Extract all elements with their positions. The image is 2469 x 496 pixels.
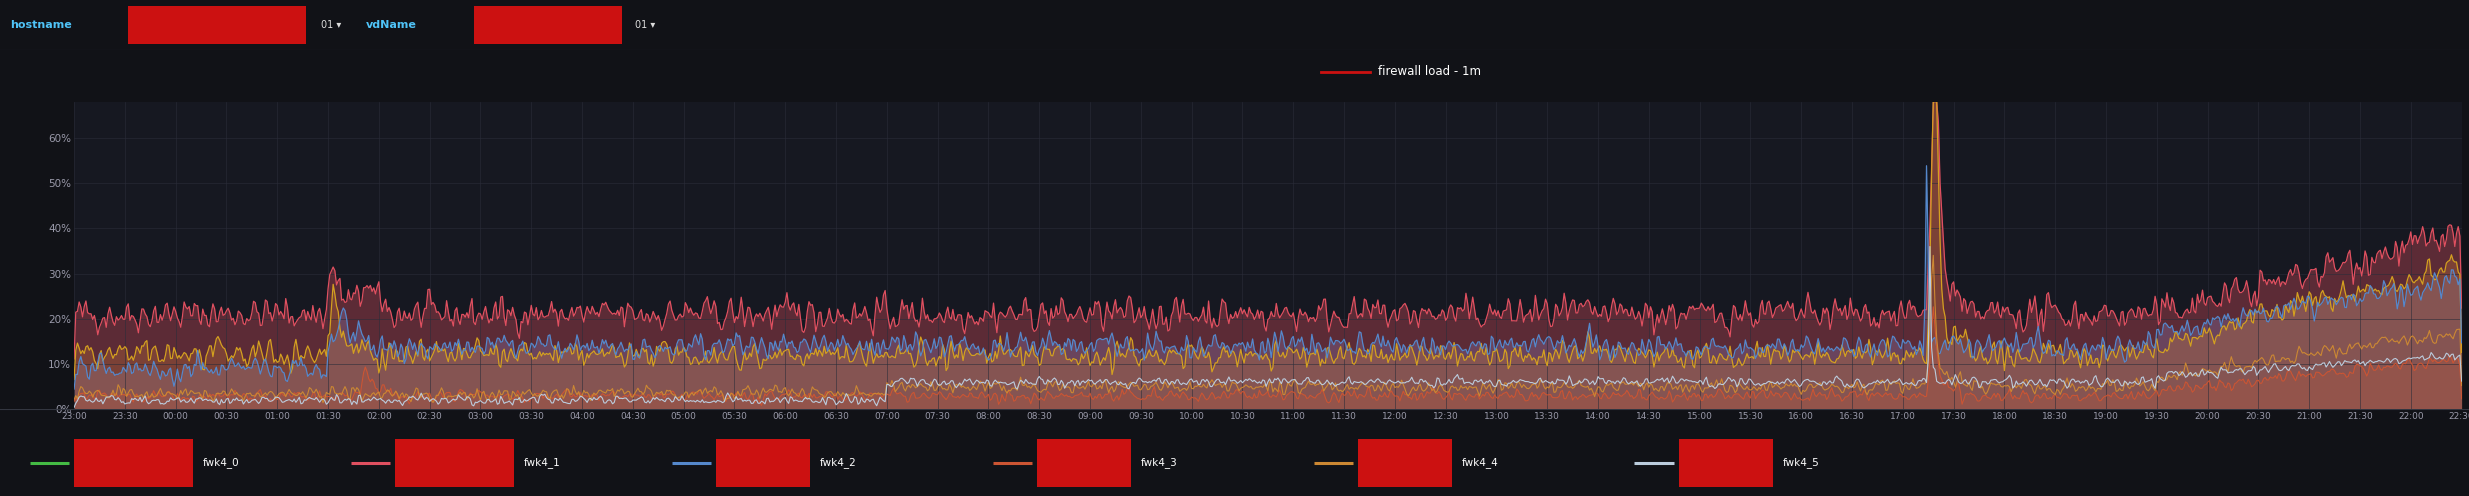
fwk4_1: [59, 376, 89, 382]
fwk4_4: [659, 392, 689, 398]
Line: fwk4_4: fwk4_4: [74, 255, 2462, 403]
fwk4_1: [1918, 99, 1948, 105]
fwk4_2: [259, 363, 289, 369]
Text: fwk4_1: fwk4_1: [523, 458, 560, 468]
fwk4_5: [168, 397, 198, 403]
fwk4_1: [425, 348, 454, 354]
fwk4_3: [59, 398, 89, 404]
fwk4_3: [659, 389, 689, 395]
fwk4_0: [659, 312, 689, 318]
fwk4_2: [1911, 163, 1941, 169]
fwk4_1: [1684, 355, 1713, 361]
Line: fwk4_0: fwk4_0: [74, 102, 2462, 359]
fwk4_2: [1684, 349, 1713, 355]
fwk4_2: [168, 370, 198, 375]
Text: vdName: vdName: [365, 20, 417, 30]
fwk4_4: [1918, 252, 1948, 258]
Line: fwk4_1: fwk4_1: [74, 102, 2462, 379]
Text: fwk4_5: fwk4_5: [1783, 458, 1820, 468]
fwk4_3: [259, 397, 289, 403]
fwk4_4: [1686, 387, 1716, 393]
fwk4_4: [2447, 382, 2469, 388]
fwk4_2: [59, 386, 89, 392]
Text: fwk4_3: fwk4_3: [1141, 458, 1178, 468]
fwk4_0: [259, 311, 289, 317]
fwk4_1: [168, 353, 198, 359]
Text: hostname: hostname: [10, 20, 72, 30]
fwk4_1: [659, 357, 689, 363]
Text: 01 ▾: 01 ▾: [321, 20, 341, 30]
fwk4_5: [1916, 244, 1946, 249]
fwk4_1: [259, 359, 289, 365]
fwk4_3: [746, 403, 775, 409]
fwk4_4: [59, 397, 89, 403]
Line: fwk4_3: fwk4_3: [74, 307, 2462, 406]
fwk4_0: [59, 356, 89, 362]
fwk4_0: [425, 311, 454, 317]
FancyBboxPatch shape: [1679, 438, 1773, 487]
fwk4_3: [425, 389, 454, 395]
FancyBboxPatch shape: [1037, 438, 1131, 487]
fwk4_5: [59, 404, 89, 410]
FancyBboxPatch shape: [128, 6, 306, 44]
fwk4_2: [2447, 340, 2469, 346]
fwk4_0: [1918, 99, 1948, 105]
fwk4_5: [259, 396, 289, 402]
fwk4_4: [427, 385, 457, 391]
fwk4_0: [1684, 305, 1713, 311]
Line: fwk4_2: fwk4_2: [74, 166, 2462, 389]
Text: 01 ▾: 01 ▾: [635, 20, 654, 30]
fwk4_5: [659, 398, 689, 404]
fwk4_0: [168, 313, 198, 319]
fwk4_4: [259, 391, 289, 397]
Text: fwk4_0: fwk4_0: [202, 458, 239, 468]
fwk4_0: [2252, 282, 2281, 288]
fwk4_2: [425, 346, 454, 352]
fwk4_2: [659, 352, 689, 358]
fwk4_0: [2447, 305, 2469, 311]
fwk4_5: [2252, 367, 2281, 372]
FancyBboxPatch shape: [716, 438, 810, 487]
Line: fwk4_5: fwk4_5: [74, 247, 2462, 407]
FancyBboxPatch shape: [395, 438, 514, 487]
fwk4_1: [2447, 349, 2469, 355]
fwk4_3: [168, 394, 198, 400]
fwk4_3: [1686, 398, 1716, 404]
FancyBboxPatch shape: [1358, 438, 1452, 487]
fwk4_4: [168, 391, 198, 397]
fwk4_1: [2252, 308, 2281, 314]
fwk4_5: [2447, 378, 2469, 384]
fwk4_2: [2252, 318, 2281, 324]
fwk4_3: [2447, 396, 2469, 402]
fwk4_5: [1684, 377, 1713, 383]
fwk4_3: [1918, 304, 1948, 310]
FancyBboxPatch shape: [474, 6, 622, 44]
fwk4_4: [2254, 362, 2284, 368]
fwk4_4: [309, 400, 338, 406]
Text: fwk4_2: fwk4_2: [820, 458, 857, 468]
FancyBboxPatch shape: [74, 438, 193, 487]
fwk4_3: [2254, 377, 2284, 383]
Text: firewall load - 1m: firewall load - 1m: [1378, 65, 1481, 78]
Text: fwk4_4: fwk4_4: [1462, 458, 1499, 468]
fwk4_5: [425, 399, 454, 405]
